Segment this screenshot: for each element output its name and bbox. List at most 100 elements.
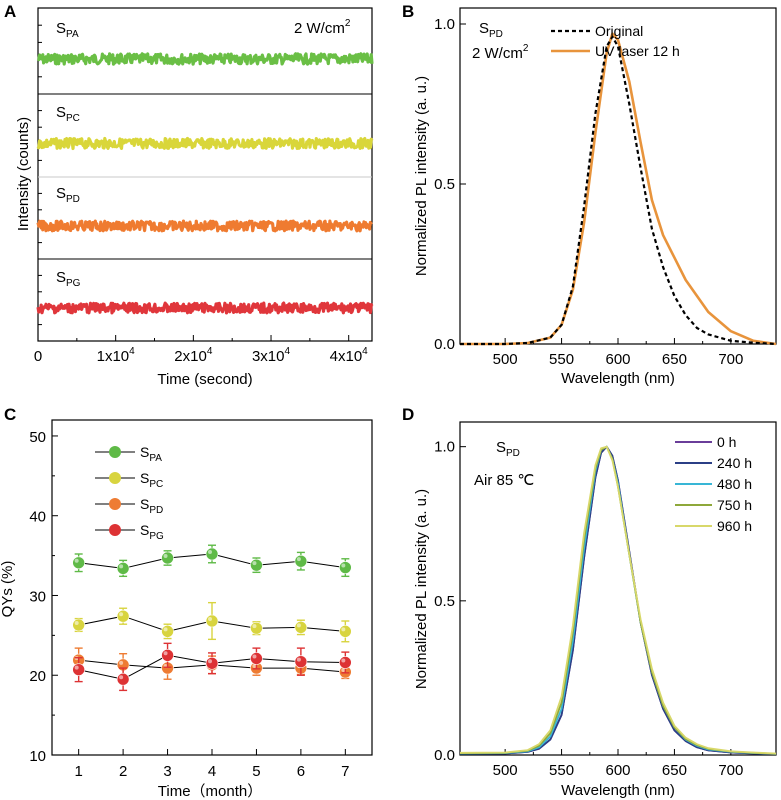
data-point-highlight-pd xyxy=(252,664,257,669)
panel-c-y-axis-label: QYs (%) xyxy=(0,561,16,618)
data-point-highlight-pg xyxy=(163,651,168,656)
data-point-pg xyxy=(250,652,263,665)
x-tick-label: 2 xyxy=(119,763,127,780)
panel-a-frame xyxy=(37,7,373,342)
data-point-highlight-pg xyxy=(252,654,257,659)
y-tick-label: 0.0 xyxy=(434,747,455,764)
panel-d: 500 550 600 650 700 0.0 0.5 1.0 SPD Air 85 ℃ 0 … xyxy=(413,421,777,799)
panel-a-series xyxy=(36,52,374,315)
data-point-pc xyxy=(72,618,85,632)
panel-a-label-pg: SPG xyxy=(56,269,81,289)
data-point-pa xyxy=(339,561,352,574)
legend-label-uv-laser: UV laser 12 h xyxy=(595,43,680,59)
panel-b-series xyxy=(460,32,777,346)
x-tick-label: 500 xyxy=(493,351,518,368)
data-point-highlight-pa xyxy=(296,557,301,562)
data-point-pg xyxy=(116,672,130,686)
series-trace-pc xyxy=(36,136,374,151)
panel-letter-a: A xyxy=(4,2,16,21)
data-point-pa xyxy=(116,562,130,575)
panel-a-label-pa: SPA xyxy=(56,20,79,40)
series-line-240h xyxy=(460,445,777,755)
legend-label-subscript: PC xyxy=(149,479,163,490)
y-tick-label: 30 xyxy=(29,588,46,605)
data-point-pg xyxy=(161,648,174,662)
series-trace-pa xyxy=(36,52,374,66)
panel-b-x-axis-label: Wavelength (nm) xyxy=(561,370,675,387)
legend-label-base: S xyxy=(140,444,149,460)
data-point-highlight-pg xyxy=(74,665,79,670)
data-point-pg xyxy=(205,656,219,670)
data-point-highlight-pd xyxy=(119,660,124,665)
legend-label-pg: SPG xyxy=(140,522,164,542)
data-point-highlight-pa xyxy=(208,550,212,554)
data-point-highlight-pc xyxy=(74,620,79,625)
panel-a-x-ticks: 0 1x104 2x104 3x104 4x104 xyxy=(34,335,368,365)
series-trace-pd xyxy=(36,219,373,233)
legend-label-0h: 0 h xyxy=(717,434,736,450)
panel-d-sample-label: SPD xyxy=(496,439,520,459)
panel-letter-d: D xyxy=(402,405,414,424)
legend-marker-pc xyxy=(109,472,121,484)
x-tick-label-exponent: 4 xyxy=(207,346,213,357)
data-point-pc xyxy=(205,614,219,628)
y-tick-label: 50 xyxy=(29,429,46,446)
y-tick-label: 20 xyxy=(29,668,46,685)
x-tick-label: 3x104 xyxy=(252,346,291,365)
x-tick-label-exponent: 4 xyxy=(129,346,135,357)
legend-label-750h: 750 h xyxy=(717,497,752,513)
panel-d-x-axis-label: Wavelength (nm) xyxy=(561,782,675,799)
y-tick-label: 1.0 xyxy=(434,16,455,33)
y-tick-label: 10 xyxy=(29,748,46,765)
y-tick-label: 0.5 xyxy=(434,593,455,610)
y-tick-label: 1.0 xyxy=(434,439,455,456)
data-point-highlight-pa xyxy=(252,561,257,566)
panel-d-y-axis-label: Normalized PL intensity (a. u.) xyxy=(413,489,430,689)
panel-c-frame xyxy=(51,419,373,756)
panel-b-legend: Original UV laser 12 h xyxy=(551,23,680,59)
x-tick-label: 1 xyxy=(74,763,82,780)
legend-label-subscript: PA xyxy=(149,453,162,464)
legend-label-subscript: PD xyxy=(149,505,163,516)
data-point-highlight-pa xyxy=(119,564,124,569)
legend-label-960h: 960 h xyxy=(717,518,752,534)
data-point-pg xyxy=(72,663,85,676)
x-tick-label: 650 xyxy=(662,351,687,368)
legend-label-original: Original xyxy=(595,23,643,39)
panel-b: 500 550 600 650 700 0.0 0.5 1.0 SPD 2 W/cm2 Ori… xyxy=(413,7,777,387)
y-tick-label: 0.5 xyxy=(434,176,455,193)
x-tick-label: 5 xyxy=(252,763,260,780)
x-tick-label: 700 xyxy=(718,351,743,368)
x-tick-label-base: 0 xyxy=(34,348,42,365)
legend-marker-pd xyxy=(109,498,121,510)
panel-b-ticks: 500 550 600 650 700 0.0 0.5 1.0 xyxy=(434,16,760,368)
panel-d-ticks: 500 550 600 650 700 0.0 0.5 1.0 xyxy=(434,439,760,779)
data-point-pg xyxy=(339,656,352,669)
legend-marker-pg xyxy=(109,524,121,536)
x-tick-label-exponent: 4 xyxy=(285,346,291,357)
legend-label-480h: 480 h xyxy=(717,476,752,492)
x-tick-label: 3 xyxy=(163,763,171,780)
series-line-750h xyxy=(459,445,777,755)
data-point-pg xyxy=(294,655,308,668)
x-tick-label: 4x104 xyxy=(330,346,369,365)
data-point-highlight-pd xyxy=(341,668,346,673)
legend-label-pd: SPD xyxy=(140,496,163,516)
data-point-pa xyxy=(205,547,219,561)
data-point-highlight-pc xyxy=(119,612,124,617)
data-point-pa xyxy=(250,558,263,572)
panel-c-ticks: 1 2 3 4 5 6 7 10 20 30 40 50 xyxy=(29,429,349,780)
y-tick-label: 40 xyxy=(29,509,46,526)
legend-label-base: S xyxy=(140,522,149,538)
x-tick-label-base: 4x10 xyxy=(330,348,363,365)
legend-label-pa: SPA xyxy=(140,444,162,464)
panel-a-x-axis-label: Time (second) xyxy=(157,371,252,388)
data-point-highlight-pc xyxy=(163,627,168,632)
panel-b-sample-label: SPD xyxy=(479,20,503,40)
x-tick-label: 600 xyxy=(605,762,630,779)
data-point-highlight-pa xyxy=(74,558,79,563)
panel-c-series xyxy=(72,544,352,692)
x-tick-label: 500 xyxy=(493,762,518,779)
